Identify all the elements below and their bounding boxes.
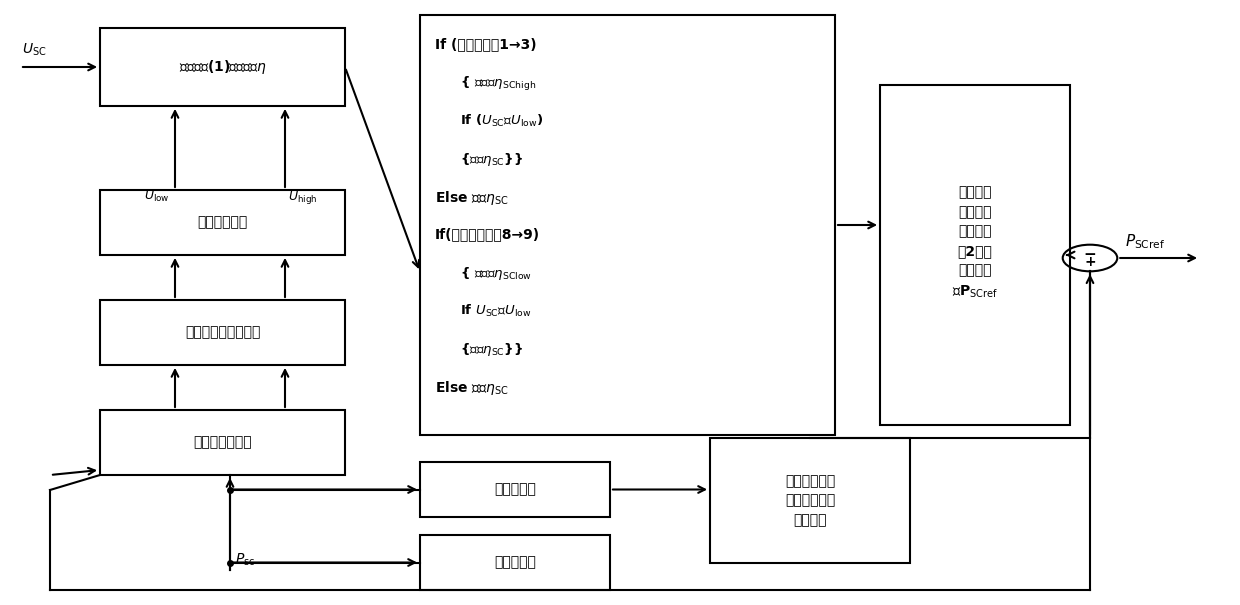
Bar bbox=[420, 535, 610, 590]
Text: Else 输出$\eta_{\mathrm{SC}}$: Else 输出$\eta_{\mathrm{SC}}$ bbox=[435, 379, 508, 397]
Text: If(燃料电池模式8→9): If(燃料电池模式8→9) bbox=[435, 227, 541, 241]
Bar bbox=[100, 190, 345, 255]
Text: {输出$\eta_{\mathrm{SC}}$}}: {输出$\eta_{\mathrm{SC}}$}} bbox=[460, 151, 523, 168]
Text: $P_{\mathrm{SCref}}$: $P_{\mathrm{SCref}}$ bbox=[1125, 232, 1166, 250]
Text: $U_{\mathrm{low}}$: $U_{\mathrm{low}}$ bbox=[144, 189, 170, 204]
Text: { 　输出$\eta_{\mathrm{SChigh}}$: { 输出$\eta_{\mathrm{SChigh}}$ bbox=[460, 75, 536, 93]
Text: $P_{\mathrm{sc}}$: $P_{\mathrm{sc}}$ bbox=[236, 552, 255, 568]
Text: −: − bbox=[1084, 246, 1096, 261]
Text: $U_{\mathrm{high}}$: $U_{\mathrm{high}}$ bbox=[288, 189, 317, 206]
Text: 实际变量模糊化: 实际变量模糊化 bbox=[193, 436, 252, 450]
Text: If ($U_{\mathrm{SC}}$＝$U_{\mathrm{low}}$): If ($U_{\mathrm{SC}}$＝$U_{\mathrm{low}}$… bbox=[460, 113, 543, 129]
Bar bbox=[420, 462, 610, 517]
Bar bbox=[711, 438, 910, 563]
Text: 根据公式(1)计算得出$\eta$: 根据公式(1)计算得出$\eta$ bbox=[179, 58, 267, 76]
Bar bbox=[100, 410, 345, 475]
Bar bbox=[420, 15, 835, 435]
Text: { 　输出$\eta_{\mathrm{SClow}}$: { 输出$\eta_{\mathrm{SClow}}$ bbox=[460, 265, 532, 282]
Text: Else 输出$\eta_{\mathrm{SC}}$: Else 输出$\eta_{\mathrm{SC}}$ bbox=[435, 189, 508, 207]
Text: 对变量解模糊: 对变量解模糊 bbox=[197, 215, 248, 229]
Text: 由上一步
得出的结
果选择由
图2策略
计算得出
的P$_{\mathrm{SCref}}$: 由上一步 得出的结 果选择由 图2策略 计算得出 的P$_{\mathrm{SC… bbox=[952, 186, 998, 300]
Text: 计算制氢储氢
系统的各项功
率参考值: 计算制氢储氢 系统的各项功 率参考值 bbox=[785, 474, 835, 527]
Text: If (电解槽模式1→3): If (电解槽模式1→3) bbox=[435, 37, 537, 51]
Text: $U_{\mathrm{SC}}$: $U_{\mathrm{SC}}$ bbox=[22, 42, 47, 58]
Text: If $U_{\mathrm{SC}}$＝$U_{\mathrm{low}}$: If $U_{\mathrm{SC}}$＝$U_{\mathrm{low}}$ bbox=[460, 303, 532, 319]
Text: +: + bbox=[1084, 255, 1096, 269]
Bar bbox=[880, 85, 1070, 425]
Text: {输出$\eta_{\mathrm{SC}}$}}: {输出$\eta_{\mathrm{SC}}$}} bbox=[460, 341, 523, 358]
Bar bbox=[100, 300, 345, 365]
Bar bbox=[100, 28, 345, 106]
Text: 低通滤波器: 低通滤波器 bbox=[494, 483, 536, 497]
Text: 查询模糊规则控制表: 查询模糊规则控制表 bbox=[185, 325, 260, 339]
Text: 高通滤波器: 高通滤波器 bbox=[494, 555, 536, 569]
